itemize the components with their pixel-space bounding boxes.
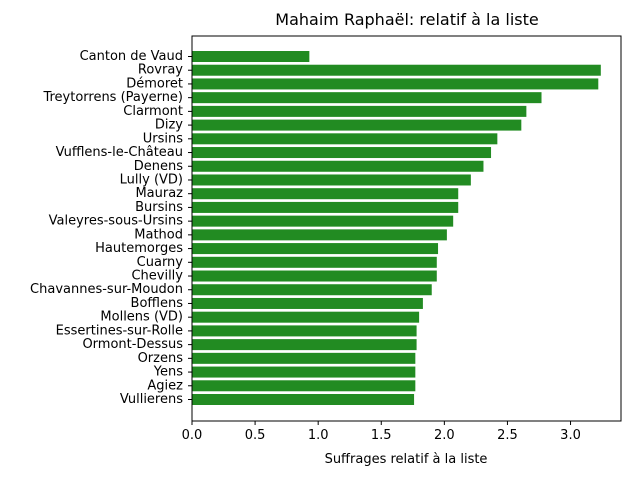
bar	[192, 366, 416, 378]
y-tick-label: Démoret	[126, 76, 183, 91]
chart-title: Mahaim Raphaël: relatif à la liste	[275, 10, 538, 29]
y-tick-label: Orzens	[138, 351, 184, 366]
x-tick-label: 2.0	[434, 428, 455, 443]
y-tick-label: Vullierens	[120, 392, 183, 407]
bar	[192, 311, 420, 323]
bar	[192, 215, 454, 227]
x-tick-label: 0.0	[182, 428, 203, 443]
bar	[192, 325, 417, 337]
bar	[192, 256, 437, 268]
bar	[192, 160, 484, 172]
y-tick-label: Valeyres-sous-Ursins	[49, 214, 184, 229]
y-tick-label: Hautemorges	[95, 241, 183, 256]
y-tick-label: Chavannes-sur-Moudon	[30, 282, 183, 297]
bars-layer	[192, 51, 601, 405]
bar	[192, 284, 432, 296]
y-tick-label: Essertines-sur-Rolle	[56, 323, 183, 338]
bar	[192, 297, 423, 309]
bar	[192, 133, 498, 145]
x-tick-label: 1.0	[308, 428, 329, 443]
bar	[192, 51, 310, 62]
x-tick-label: 0.5	[245, 428, 266, 443]
bar	[192, 380, 416, 392]
y-tick-label: Canton de Vaud	[80, 49, 183, 64]
y-tick-label: Chevilly	[131, 269, 183, 284]
plot-frame	[191, 35, 622, 422]
bar	[192, 201, 459, 213]
x-tick-label: 2.5	[497, 428, 518, 443]
y-tick-label: Cuarny	[137, 255, 184, 270]
y-tick-label: Yens	[153, 365, 183, 380]
y-tick-label: Bursins	[135, 200, 183, 215]
y-tick-label: Clarmont	[123, 104, 183, 119]
y-tick-label: Agiez	[147, 378, 183, 393]
y-tick-label: Mollens (VD)	[100, 310, 183, 325]
y-tick-label: Treytorrens (Payerne)	[42, 90, 183, 105]
y-tick-label: Lully (VD)	[120, 172, 183, 187]
y-tick-label: Bofflens	[131, 296, 184, 311]
bar	[192, 147, 492, 159]
y-tick-label: Dizy	[155, 118, 183, 133]
x-tick-label: 3.0	[560, 428, 581, 443]
x-tick-label: 1.5	[371, 428, 392, 443]
bar	[192, 92, 542, 104]
y-tick-label: Mathod	[134, 227, 183, 242]
bar	[192, 64, 601, 76]
bar	[192, 188, 459, 200]
bar	[192, 394, 415, 405]
x-ticks: 0.0 0.5 1.0 1.5 2.0 2.5 3.0	[182, 421, 581, 443]
bar	[192, 119, 522, 131]
bar	[192, 339, 417, 351]
bar	[192, 229, 447, 241]
x-axis-label: Suffrages relatif à la liste	[325, 452, 488, 467]
bar	[192, 174, 471, 186]
bar	[192, 78, 599, 90]
y-tick-label: Vufflens-le-Château	[56, 145, 183, 160]
y-tick-label: Denens	[134, 159, 183, 174]
y-tick-label: Rovray	[138, 63, 183, 78]
bar	[192, 105, 527, 117]
y-tick-label: Mauraz	[135, 186, 183, 201]
bar	[192, 243, 439, 255]
axes-layer	[191, 35, 622, 422]
y-tick-label: Ormont-Dessus	[82, 337, 183, 352]
bar	[192, 270, 437, 282]
y-tick-label: Ursins	[143, 131, 183, 146]
bar	[192, 352, 416, 364]
